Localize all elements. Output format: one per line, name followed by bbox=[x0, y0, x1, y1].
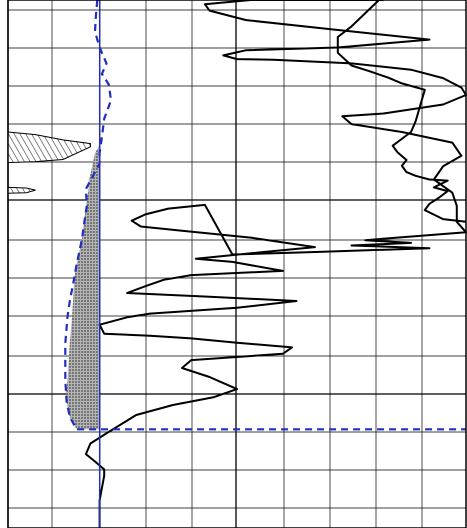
log-curve-dashed bbox=[64, 0, 466, 431]
grid-lines bbox=[7, 0, 466, 528]
log-curve-solid bbox=[84, 0, 467, 528]
shaded-fill-region bbox=[65, 145, 100, 430]
hatched-fill-region bbox=[7, 186, 36, 194]
plot-border bbox=[7, 0, 467, 528]
filled-regions bbox=[7, 131, 100, 430]
log-curve-solid bbox=[336, 0, 467, 223]
log-curves bbox=[64, 0, 467, 528]
hatched-fill-region bbox=[7, 131, 91, 164]
